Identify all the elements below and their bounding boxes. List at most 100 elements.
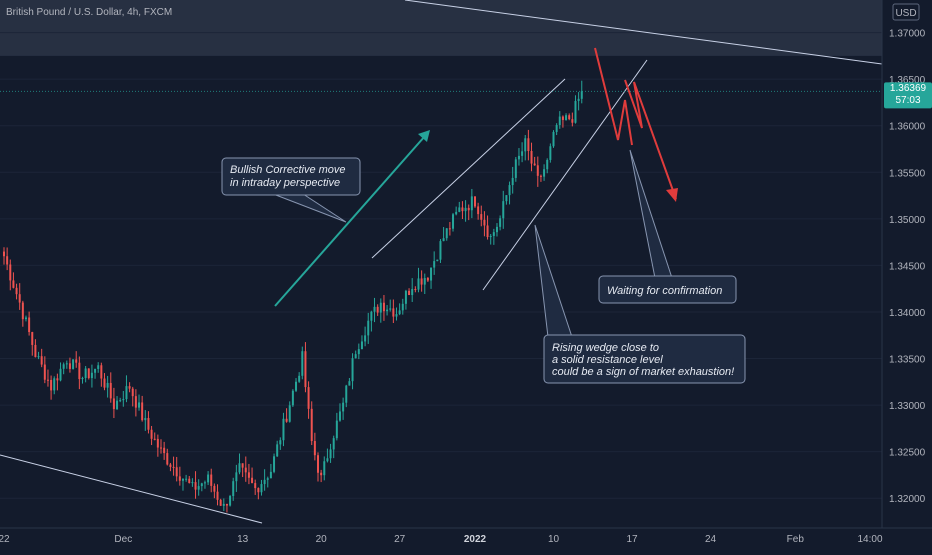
candle-body — [502, 201, 505, 219]
time-tick-label: 24 — [705, 534, 717, 545]
candle-body — [539, 175, 542, 177]
time-tick-label: Feb — [787, 534, 805, 545]
price-tick-label: 1.33500 — [889, 355, 926, 366]
candle-body — [285, 418, 288, 422]
candle-body — [561, 116, 564, 120]
candle-body — [84, 368, 87, 378]
candle-body — [552, 131, 555, 147]
candle-body — [24, 317, 27, 320]
candle-body — [408, 290, 411, 296]
candle-body — [175, 467, 178, 477]
candle-body — [295, 381, 298, 391]
candle-body — [499, 218, 502, 227]
candle-body — [483, 219, 486, 226]
candle-body — [263, 479, 266, 485]
candle-body — [577, 98, 580, 101]
wedge-callout[interactable]: Rising wedge close to a solid resistance… — [543, 334, 746, 384]
candle-body — [178, 476, 181, 481]
candle-body — [169, 464, 172, 467]
candle-body — [213, 485, 216, 492]
bearish-projection-arrow[interactable] — [594, 47, 678, 202]
time-axis[interactable]: 22 Dec 13 20 27 2022 10 17 24 Feb 14:00 — [0, 534, 883, 545]
candle-body — [354, 354, 357, 359]
candle-body — [273, 456, 276, 472]
candle-body — [376, 306, 379, 313]
candle-body — [185, 478, 188, 480]
candle-body — [128, 386, 131, 389]
candle-body — [257, 488, 260, 493]
candle-body — [489, 235, 492, 238]
candle-body — [304, 351, 307, 388]
upper-descending-trendline[interactable] — [404, 0, 883, 65]
candle-body — [203, 482, 206, 484]
candle-body — [301, 351, 304, 376]
candle-body — [536, 165, 539, 176]
candle-body — [404, 290, 407, 304]
candle-body — [15, 287, 18, 295]
candle-body — [166, 453, 169, 465]
candle-body — [266, 478, 269, 480]
time-tick-label: 2022 — [464, 534, 487, 545]
candle-body — [345, 385, 348, 403]
candle-body — [160, 447, 162, 449]
candle-body — [458, 207, 461, 212]
candlestick-series — [3, 80, 583, 513]
candle-body — [229, 496, 232, 506]
candle-body — [461, 207, 464, 212]
wedge-lower-line[interactable] — [482, 59, 648, 291]
candle-body — [508, 185, 511, 196]
candle-body — [546, 159, 549, 170]
candle-body — [558, 116, 561, 126]
candle-body — [119, 400, 122, 402]
candle-body — [448, 228, 451, 230]
candle-body — [141, 402, 144, 421]
price-axis[interactable]: 1.37000 1.36500 1.36000 1.35500 1.35000 1.345… — [889, 29, 926, 506]
candle-body — [90, 372, 93, 379]
candle-body — [238, 463, 241, 473]
price-tick-label: 1.37000 — [889, 29, 926, 40]
candle-body — [568, 115, 571, 120]
candle-body — [486, 225, 489, 238]
time-tick-label: 22 — [0, 534, 10, 545]
candle-body — [549, 146, 552, 160]
candle-body — [163, 447, 166, 454]
candle-body — [467, 207, 470, 211]
bullish-callout[interactable]: Bullish Corrective move in intraday pers… — [221, 157, 361, 196]
time-tick-label: 13 — [237, 534, 249, 545]
candle-body — [254, 483, 257, 489]
wedge-upper-line[interactable] — [371, 78, 566, 259]
candle-body — [21, 302, 24, 320]
currency-badge[interactable]: USD — [892, 3, 920, 21]
candle-body — [291, 390, 294, 406]
candle-body — [12, 280, 15, 288]
candle-body — [565, 115, 568, 120]
candle-body — [351, 358, 354, 382]
price-tick-label: 1.35000 — [889, 215, 926, 226]
candle-body — [392, 308, 395, 317]
candle-body — [276, 444, 279, 457]
time-tick-label: 17 — [626, 534, 638, 545]
candle-body — [244, 467, 247, 473]
candle-body — [445, 228, 448, 239]
candle-body — [194, 482, 197, 490]
candle-body — [505, 195, 508, 202]
candle-body — [106, 382, 109, 388]
candle-body — [62, 364, 65, 369]
candle-body — [521, 151, 524, 156]
wedge-callout-line3: could be a sign of market exhaustion! — [552, 366, 734, 378]
candle-body — [420, 278, 423, 285]
bullish-arrow[interactable] — [274, 130, 430, 307]
waiting-callout[interactable]: Waiting for confirmation — [598, 275, 737, 304]
candle-body — [279, 440, 282, 445]
candle-body — [370, 311, 373, 321]
candle-body — [323, 461, 326, 476]
lower-descending-trendline[interactable] — [0, 454, 263, 524]
price-tick-label: 1.36500 — [889, 75, 926, 86]
candle-body — [269, 471, 272, 479]
candle-body — [360, 341, 363, 350]
candle-body — [464, 207, 467, 212]
wedge-callout-line2: a solid resistance level — [552, 354, 663, 366]
candle-body — [348, 381, 351, 386]
